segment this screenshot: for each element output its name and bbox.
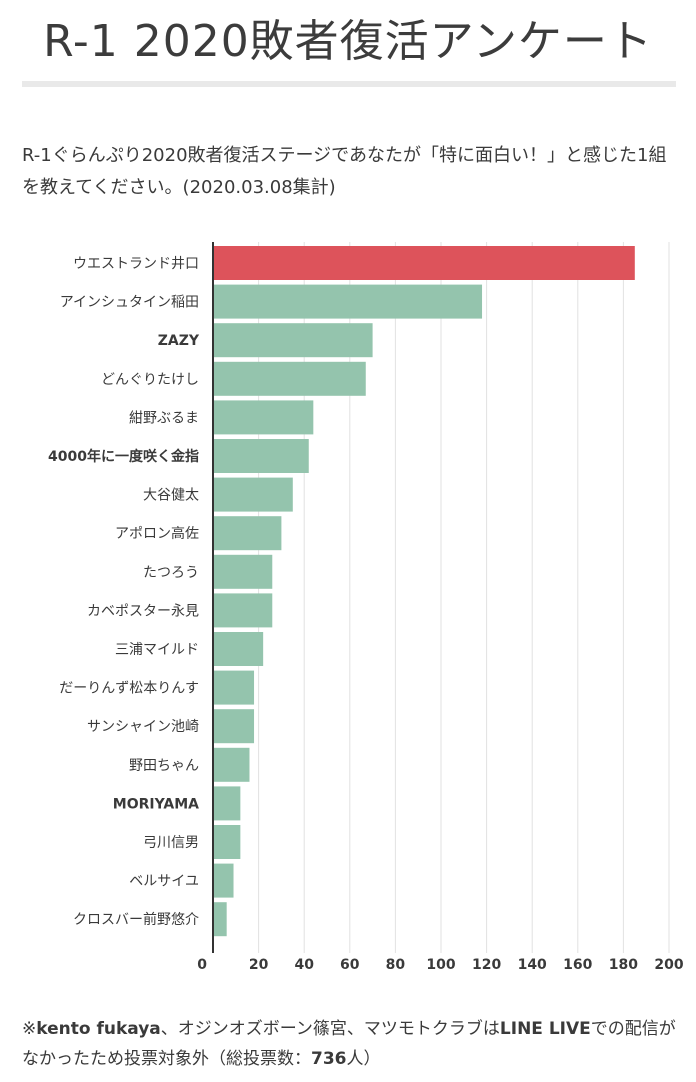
bar-3 [214, 361, 366, 396]
bar-14 [214, 786, 241, 821]
bar-5 [214, 439, 309, 473]
category-label-11: だーりんず松本りんす [59, 681, 199, 697]
category-label-15: 弓川信男 [143, 835, 199, 851]
x-tick-label-80: 80 [386, 957, 406, 973]
bar-15 [214, 825, 241, 859]
category-label-6: 大谷健太 [143, 488, 199, 504]
category-label-0: ウエストランド井口 [73, 256, 199, 272]
bar-8 [214, 554, 273, 589]
x-tick-label-140: 140 [518, 957, 547, 973]
bar-10 [214, 632, 264, 666]
note-suffix: 人） [346, 1049, 381, 1069]
category-label-4: 紺野ぶるま [129, 410, 199, 426]
x-tick-label-180: 180 [609, 957, 638, 973]
x-tick-label-20: 20 [249, 957, 269, 973]
bar-2 [214, 323, 373, 358]
note-platform: LINE LIVE [499, 1019, 591, 1039]
note-prefix: ※ [22, 1019, 37, 1039]
category-label-8: たつろう [143, 565, 199, 581]
survey-description: R-1ぐらんぷり2020敗者復活ステージであなたが「特に面白い！」と感じた1組を… [22, 145, 667, 198]
category-label-10: 三浦マイルド [115, 642, 199, 658]
page-title: R-1 2020敗者復活アンケート [43, 16, 653, 67]
bar-0 [214, 246, 635, 280]
category-label-17: クロスバー前野悠介 [73, 911, 199, 928]
bar-16 [214, 863, 234, 898]
category-label-13: 野田ちゃん [129, 758, 199, 774]
bar-6 [214, 477, 293, 512]
bar-7 [214, 516, 282, 551]
bar-9 [214, 593, 273, 628]
category-label-9: カベポスター永見 [87, 603, 199, 619]
category-label-14: MORIYAMA [113, 796, 199, 812]
bar-12 [214, 709, 255, 744]
bar-13 [214, 747, 250, 782]
bar-1 [214, 284, 483, 319]
note-text-2: での配信がなかったため投票対象外（総投票数： [22, 1019, 676, 1069]
category-label-2: ZAZY [158, 333, 200, 349]
note-name: kento fukaya [36, 1019, 161, 1039]
category-label-5: 4000年に一度咲く金指 [48, 448, 199, 465]
footnote: ※kento fukaya、オジンオズボーン篠宮、マツモトクラブはLINE LI… [22, 1014, 682, 1074]
x-tick-label-200: 200 [654, 957, 683, 973]
x-tick-label-60: 60 [340, 957, 360, 973]
x-tick-label-100: 100 [426, 957, 455, 973]
x-tick-label-0: 0 [197, 957, 207, 973]
bar-4 [214, 400, 314, 435]
bar-17 [214, 902, 227, 937]
category-label-16: ベルサイユ [129, 874, 199, 890]
category-label-3: どんぐりたけし [101, 372, 199, 388]
note-total: 736 [311, 1049, 347, 1069]
x-tick-label-160: 160 [563, 957, 592, 973]
x-tick-label-40: 40 [294, 957, 314, 973]
category-label-12: サンシャイン池崎 [87, 719, 199, 735]
category-label-7: アポロン高佐 [115, 525, 199, 542]
x-tick-label-120: 120 [472, 957, 501, 973]
bar-11 [214, 670, 255, 705]
note-text-1: 、オジンオズボーン篠宮、マツモトクラブは [160, 1019, 500, 1039]
title-divider [22, 81, 676, 87]
category-label-1: アインシュタイン稲田 [60, 295, 199, 311]
